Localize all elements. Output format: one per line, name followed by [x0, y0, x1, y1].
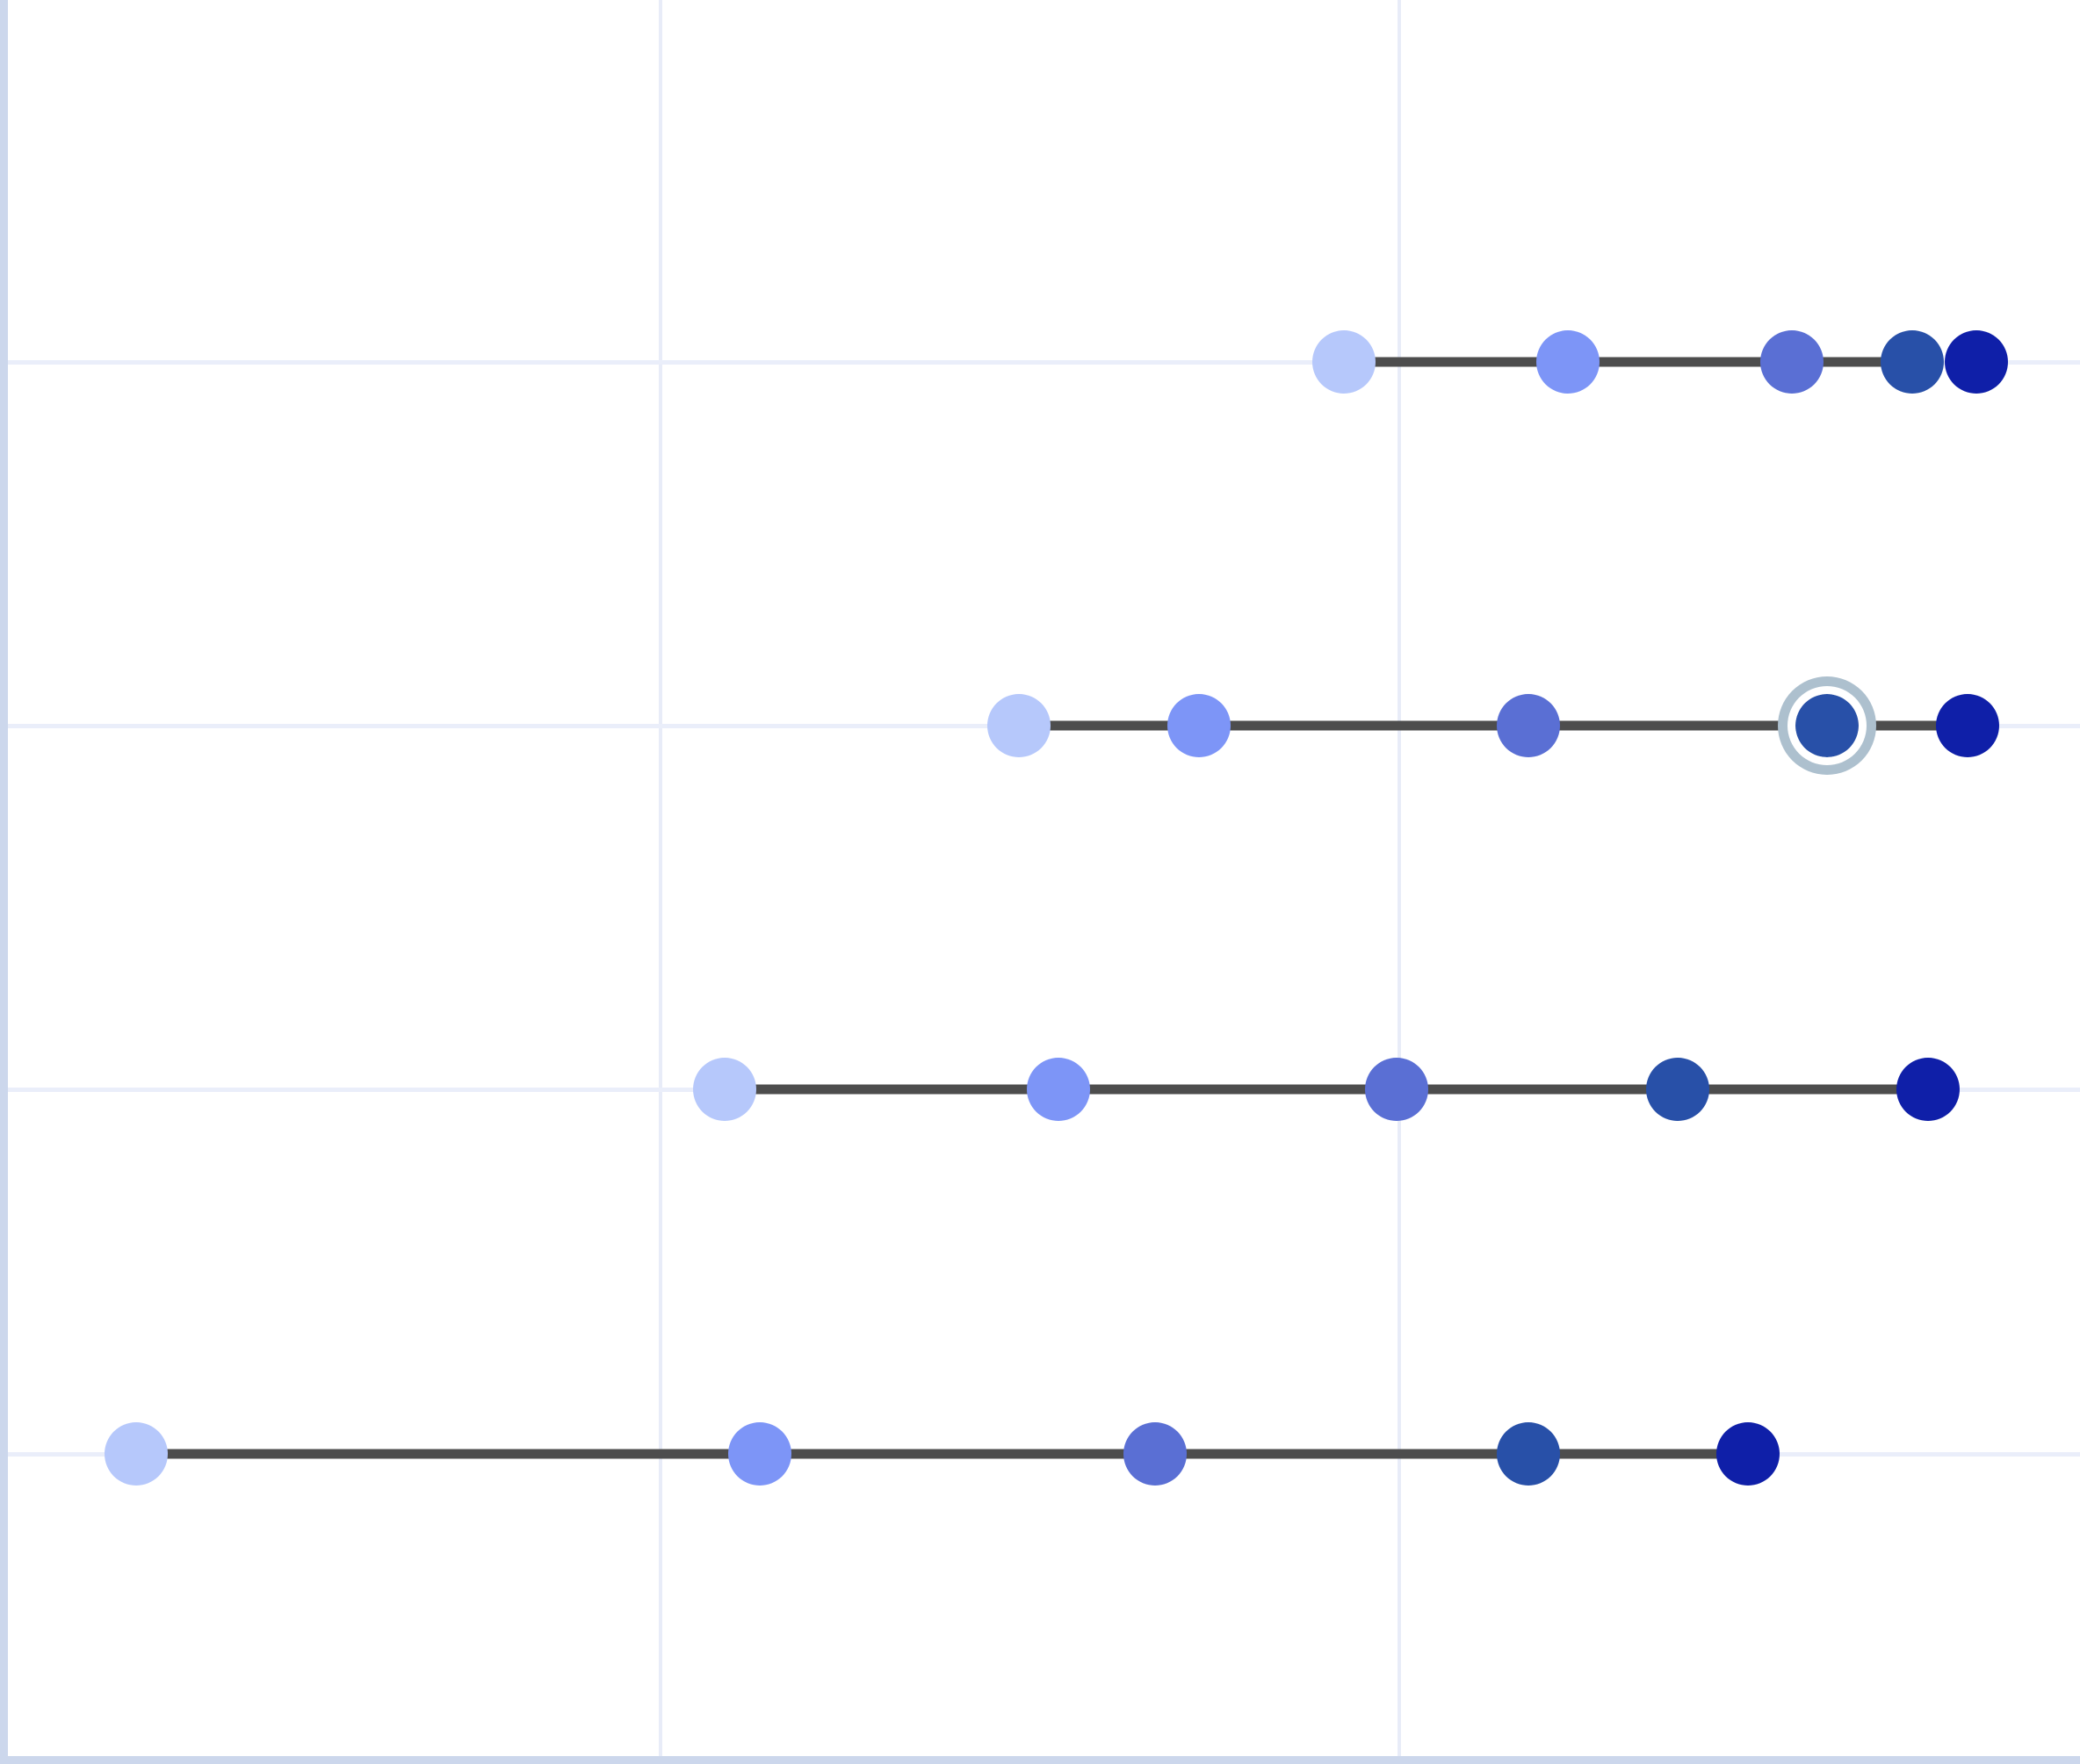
data-point[interactable] [1027, 1058, 1090, 1121]
data-point[interactable] [1123, 1422, 1187, 1486]
data-point[interactable] [1716, 1422, 1780, 1486]
data-point[interactable] [693, 1058, 756, 1121]
data-point[interactable] [1497, 694, 1560, 757]
data-point[interactable] [1167, 694, 1231, 757]
vertical-gridline [659, 0, 662, 1764]
data-point[interactable] [1936, 694, 1999, 757]
data-point[interactable] [1365, 1058, 1428, 1121]
data-point-selected[interactable] [1795, 694, 1859, 757]
vertical-gridline [1398, 0, 1401, 1764]
y-axis-spine [0, 0, 8, 1764]
data-point[interactable] [1881, 330, 1944, 394]
data-point[interactable] [987, 694, 1051, 757]
x-axis-spine [0, 1756, 2080, 1764]
connector-line [1344, 357, 1912, 367]
connector-line [136, 1449, 1748, 1459]
data-point[interactable] [1312, 330, 1376, 394]
data-point[interactable] [1896, 1058, 1960, 1121]
horizontal-gridline [0, 360, 2080, 365]
data-point[interactable] [728, 1422, 791, 1486]
connector-line [1019, 720, 1968, 731]
data-point[interactable] [1497, 1422, 1560, 1486]
data-point[interactable] [1760, 330, 1824, 394]
data-point[interactable] [1536, 330, 1600, 394]
connector-line [725, 1084, 1928, 1095]
data-point[interactable] [105, 1422, 168, 1486]
data-point[interactable] [1945, 330, 2008, 394]
data-point[interactable] [1646, 1058, 1709, 1121]
